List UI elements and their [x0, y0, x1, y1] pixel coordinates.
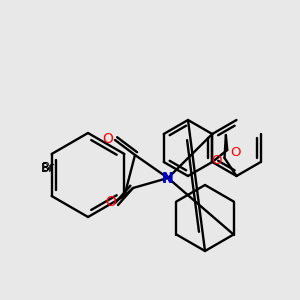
Text: N: N	[162, 172, 174, 186]
Text: Br: Br	[42, 161, 55, 174]
Text: O: O	[103, 132, 113, 146]
Text: N: N	[162, 171, 174, 185]
Text: Br: Br	[41, 162, 54, 175]
Text: O: O	[230, 146, 241, 158]
Text: O: O	[106, 195, 116, 209]
Text: O: O	[211, 154, 221, 166]
